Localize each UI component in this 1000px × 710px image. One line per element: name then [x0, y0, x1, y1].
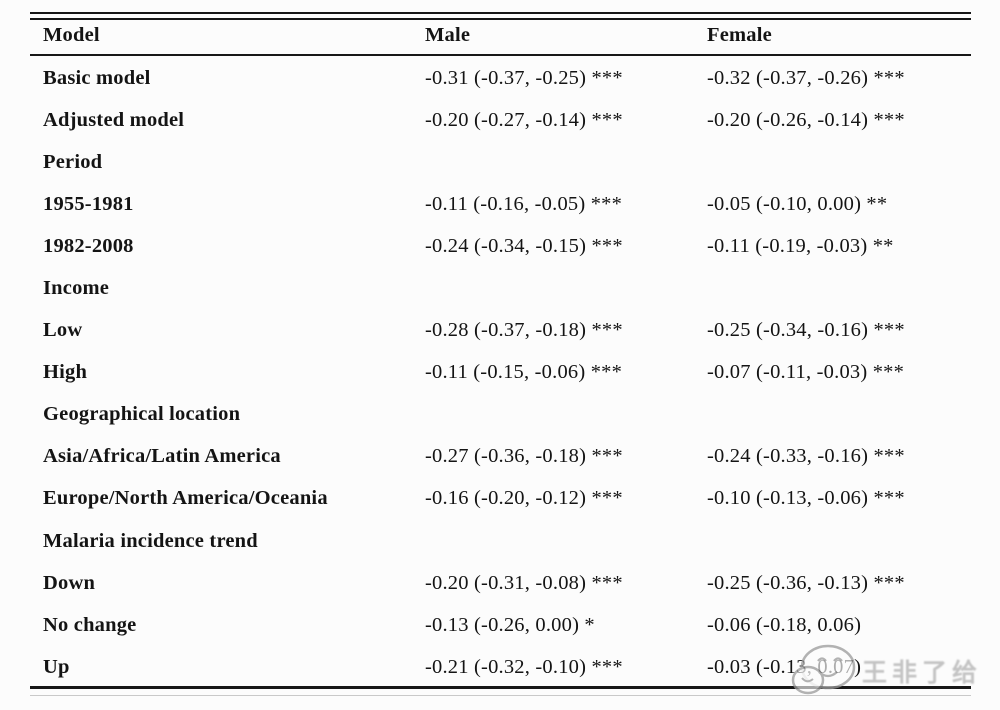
male-value: -0.20 (-0.31, -0.08) *** — [425, 571, 623, 594]
table-bottom-rule — [30, 686, 971, 689]
table-row: 1982-2008 -0.24 (-0.34, -0.15) *** -0.11… — [30, 225, 971, 267]
section-label: Malaria incidence trend — [43, 529, 258, 552]
male-value: -0.27 (-0.36, -0.18) *** — [425, 445, 623, 468]
row-label: Asia/Africa/Latin America — [43, 445, 281, 468]
table-row: Asia/Africa/Latin America -0.27 (-0.36, … — [30, 436, 971, 478]
table-section-row: Period — [30, 141, 971, 183]
female-value: -0.05 (-0.10, 0.00) ** — [707, 192, 888, 215]
table-row: 1955-1981 -0.11 (-0.16, -0.05) *** -0.05… — [30, 183, 971, 225]
table-row: Europe/North America/Oceania -0.16 (-0.2… — [30, 478, 971, 520]
female-value: -0.06 (-0.18, 0.06) — [707, 613, 862, 636]
section-label: Income — [43, 277, 110, 300]
female-value: -0.25 (-0.36, -0.13) *** — [707, 571, 905, 594]
table-row: No change -0.13 (-0.26, 0.00) * -0.06 (-… — [30, 604, 971, 646]
table-row: Up -0.21 (-0.32, -0.10) *** -0.03 (-0.13… — [30, 646, 971, 688]
row-label: Adjusted model — [43, 108, 185, 131]
table-bottom-rule-shadow — [30, 695, 971, 696]
female-value: -0.07 (-0.11, -0.03) *** — [707, 361, 905, 384]
female-value: -0.25 (-0.34, -0.16) *** — [707, 319, 905, 342]
table-body: Basic model -0.31 (-0.37, -0.25) *** -0.… — [30, 57, 971, 688]
row-label: 1955-1981 — [43, 192, 134, 215]
female-value: -0.20 (-0.26, -0.14) *** — [707, 108, 905, 131]
table-row: Low -0.28 (-0.37, -0.18) *** -0.25 (-0.3… — [30, 310, 971, 352]
row-label: Low — [43, 319, 83, 342]
row-label: Up — [43, 655, 70, 678]
column-header-male: Male — [425, 24, 471, 46]
row-label: 1982-2008 — [43, 234, 134, 257]
male-value: -0.13 (-0.26, 0.00) * — [425, 613, 595, 636]
female-value: -0.03 (-0.13, 0.07) — [707, 655, 862, 678]
table-row: Basic model -0.31 (-0.37, -0.25) *** -0.… — [30, 57, 971, 99]
row-label: High — [43, 361, 88, 384]
row-label: Basic model — [43, 66, 151, 89]
table-header-row: Model Male Female — [30, 17, 971, 54]
table-section-row: Income — [30, 267, 971, 309]
table-row: Down -0.20 (-0.31, -0.08) *** -0.25 (-0.… — [30, 562, 971, 604]
table-top-double-rule — [30, 12, 971, 20]
table-row: High -0.11 (-0.15, -0.06) *** -0.07 (-0.… — [30, 352, 971, 394]
male-value: -0.11 (-0.16, -0.05) *** — [425, 192, 623, 215]
male-value: -0.20 (-0.27, -0.14) *** — [425, 108, 623, 131]
row-label: Down — [43, 571, 96, 594]
male-value: -0.21 (-0.32, -0.10) *** — [425, 655, 623, 678]
male-value: -0.16 (-0.20, -0.12) *** — [425, 487, 623, 510]
table-row: Adjusted model -0.20 (-0.27, -0.14) *** … — [30, 99, 971, 141]
table-section-row: Geographical location — [30, 394, 971, 436]
table-header-rule — [30, 54, 971, 56]
table-section-row: Malaria incidence trend — [30, 520, 971, 562]
female-value: -0.10 (-0.13, -0.06) *** — [707, 487, 905, 510]
column-header-female: Female — [707, 24, 772, 46]
female-value: -0.11 (-0.19, -0.03) ** — [707, 234, 894, 257]
section-label: Period — [43, 150, 103, 173]
row-label: No change — [43, 613, 137, 636]
female-value: -0.24 (-0.33, -0.16) *** — [707, 445, 905, 468]
column-header-model: Model — [43, 24, 100, 46]
row-label: Europe/North America/Oceania — [43, 487, 328, 510]
male-value: -0.11 (-0.15, -0.06) *** — [425, 361, 623, 384]
male-value: -0.24 (-0.34, -0.15) *** — [425, 234, 623, 257]
male-value: -0.31 (-0.37, -0.25) *** — [425, 66, 623, 89]
female-value: -0.32 (-0.37, -0.26) *** — [707, 66, 905, 89]
section-label: Geographical location — [43, 403, 241, 426]
male-value: -0.28 (-0.37, -0.18) *** — [425, 319, 623, 342]
